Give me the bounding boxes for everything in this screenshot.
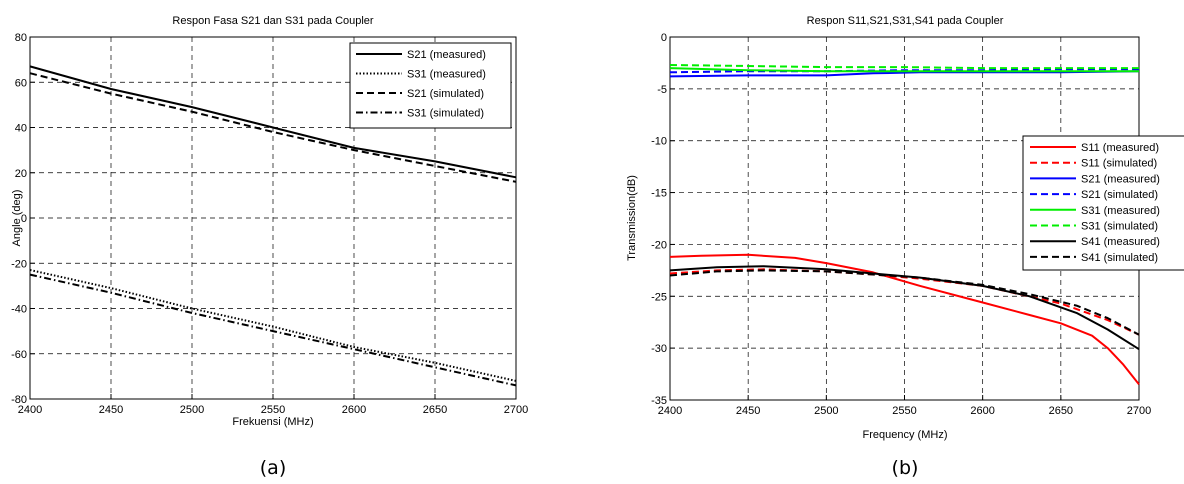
series-line [669, 67, 1139, 73]
legend-label: S21 (simulated) [1081, 189, 1158, 201]
series-line [29, 273, 517, 387]
x-axis-label: Frekuensi (MHz) [232, 416, 313, 428]
series-line [669, 70, 1140, 78]
y-axis-label: Angle (deg) [11, 190, 23, 247]
series-line [29, 72, 517, 183]
x-tick-label: 2600 [342, 404, 366, 416]
series-lines [29, 65, 517, 387]
series-line [669, 268, 1140, 336]
y-tick-label: 0 [661, 32, 667, 44]
series-line [29, 269, 517, 382]
x-tick-label: 2500 [180, 404, 204, 416]
y-tick-label: -5 [657, 84, 667, 96]
x-tick-label: 2400 [658, 405, 682, 417]
x-tick-label: 2600 [970, 405, 994, 417]
x-tick-labels: 2400 2450 2500 2550 2600 2650 2700 [18, 404, 528, 416]
series-line [669, 253, 1140, 386]
y-tick-label: -20 [651, 239, 667, 251]
series-line [669, 64, 1139, 70]
x-tick-label: 2550 [892, 405, 916, 417]
legend-label: S31 (simulated) [407, 108, 484, 120]
y-tick-label: -10 [651, 136, 667, 148]
x-tick-label: 2650 [1049, 405, 1073, 417]
legend-box [1022, 135, 1184, 271]
legend-label: S11 (simulated) [1081, 158, 1157, 170]
legend-label: S21 (measured) [1081, 173, 1160, 185]
y-axis-label: Transmission(dB) [626, 175, 638, 261]
caption: (b) [892, 457, 919, 479]
y-tick-label: -15 [651, 188, 667, 200]
y-tick-label: 40 [15, 123, 27, 135]
y-tick-label: 60 [15, 77, 27, 89]
legend-label: S31 (measured) [407, 69, 486, 81]
y-tick-label: -80 [11, 394, 27, 406]
x-axis-label: Frequency (MHz) [863, 429, 948, 441]
s-parameter-chart: Respon S11,S21,S31,S41 pada Coupler 2400… [626, 15, 1184, 479]
legend-label: S31 (measured) [1081, 205, 1160, 217]
legend-label: S21 (measured) [407, 49, 486, 61]
x-tick-label: 2450 [99, 404, 123, 416]
y-tick-label: -20 [11, 258, 27, 270]
y-tick-label: -60 [11, 349, 27, 361]
x-tick-label: 2700 [1127, 405, 1151, 417]
x-tick-labels: 2400 2450 2500 2550 2600 2650 2700 [658, 405, 1151, 417]
legend-label: S31 (simulated) [1081, 221, 1158, 233]
legend: S21 (measured) S31 (measured) S21 (simulat… [349, 42, 512, 129]
phase-response-chart: Respon Fasa S21 dan S31 pada Coupler 240… [11, 15, 528, 479]
y-tick-label: 0 [21, 213, 27, 225]
legend-label: S41 (measured) [1081, 236, 1160, 248]
series-line [669, 265, 1140, 351]
x-tick-label: 2550 [261, 404, 285, 416]
x-tick-label: 2450 [736, 405, 760, 417]
legend-label: S41 (simulated) [1081, 252, 1158, 264]
y-tick-label: -40 [11, 304, 27, 316]
y-tick-labels: -35 -30 -25 -20 -15 -10 -5 0 [651, 32, 667, 407]
y-tick-labels: -80 -60 -40 -20 0 20 40 60 80 [11, 32, 27, 406]
x-tick-label: 2650 [423, 404, 447, 416]
y-tick-label: -35 [651, 395, 667, 407]
caption: (a) [260, 457, 286, 479]
y-tick-label: 20 [15, 168, 27, 180]
series-line [669, 269, 1140, 336]
x-tick-label: 2500 [814, 405, 838, 417]
x-tick-label: 2400 [18, 404, 42, 416]
legend-label: S21 (simulated) [407, 88, 484, 100]
y-tick-label: -25 [651, 291, 667, 303]
legend: S11 (measured) S11 (simulated) S21 (measur… [1022, 135, 1184, 271]
chart-title: Respon S11,S21,S31,S41 pada Coupler [807, 15, 1004, 27]
y-tick-label: -30 [651, 343, 667, 355]
series-lines [669, 64, 1140, 386]
chart-title: Respon Fasa S21 dan S31 pada Coupler [172, 15, 374, 27]
series-line [29, 65, 517, 179]
y-tick-label: 80 [15, 32, 27, 44]
legend-box [349, 42, 512, 129]
legend-label: S11 (measured) [1081, 142, 1159, 154]
x-tick-label: 2700 [504, 404, 528, 416]
